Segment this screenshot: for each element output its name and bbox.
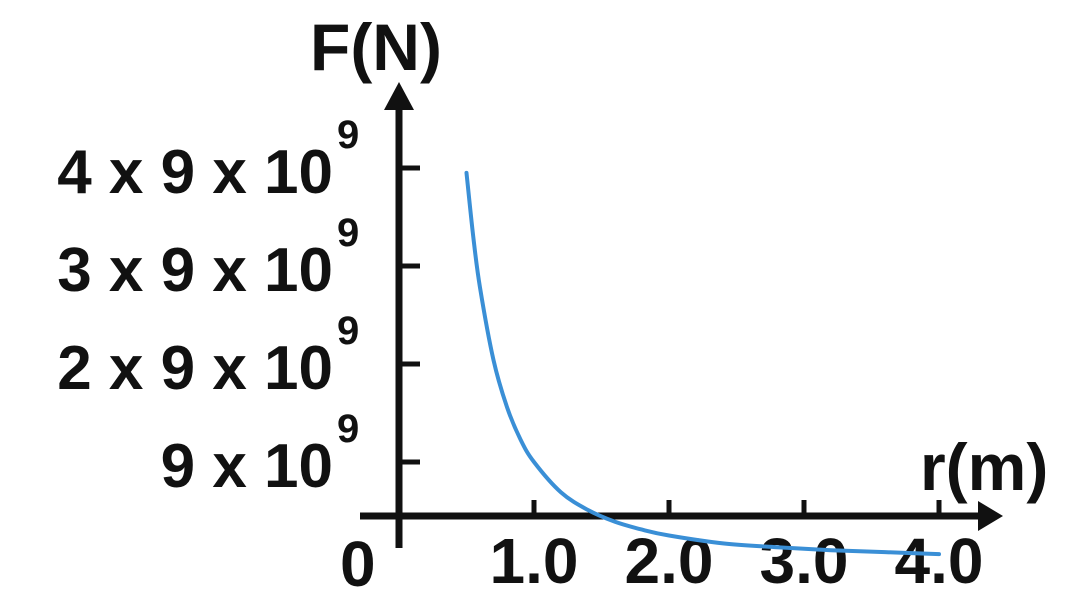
y-tick-exponent: 9	[337, 113, 359, 157]
x-tick-label: 3.0	[760, 525, 849, 589]
y-tick-label: 9 x 10	[161, 432, 333, 501]
x-axis-arrow	[978, 501, 1003, 531]
y-tick-label: 2 x 9 x 10	[57, 334, 333, 403]
y-axis-title: F(N)	[310, 10, 442, 84]
y-tick-exponent: 9	[337, 211, 359, 255]
origin-label: 0	[340, 528, 376, 589]
y-tick-label: 3 x 9 x 10	[57, 236, 333, 305]
x-ticks: 1.0 2.0 3.0 4.0	[490, 500, 984, 589]
force-curve	[464, 170, 941, 557]
y-axis-arrow	[384, 82, 414, 110]
y-tick-exponent: 9	[337, 407, 359, 451]
x-tick-label: 4.0	[895, 525, 984, 589]
y-tick-label: 4 x 9 x 10	[57, 138, 333, 207]
x-tick-label: 1.0	[490, 525, 579, 589]
y-tick-exponent: 9	[337, 309, 359, 353]
x-axis-title: r(m)	[920, 430, 1048, 504]
